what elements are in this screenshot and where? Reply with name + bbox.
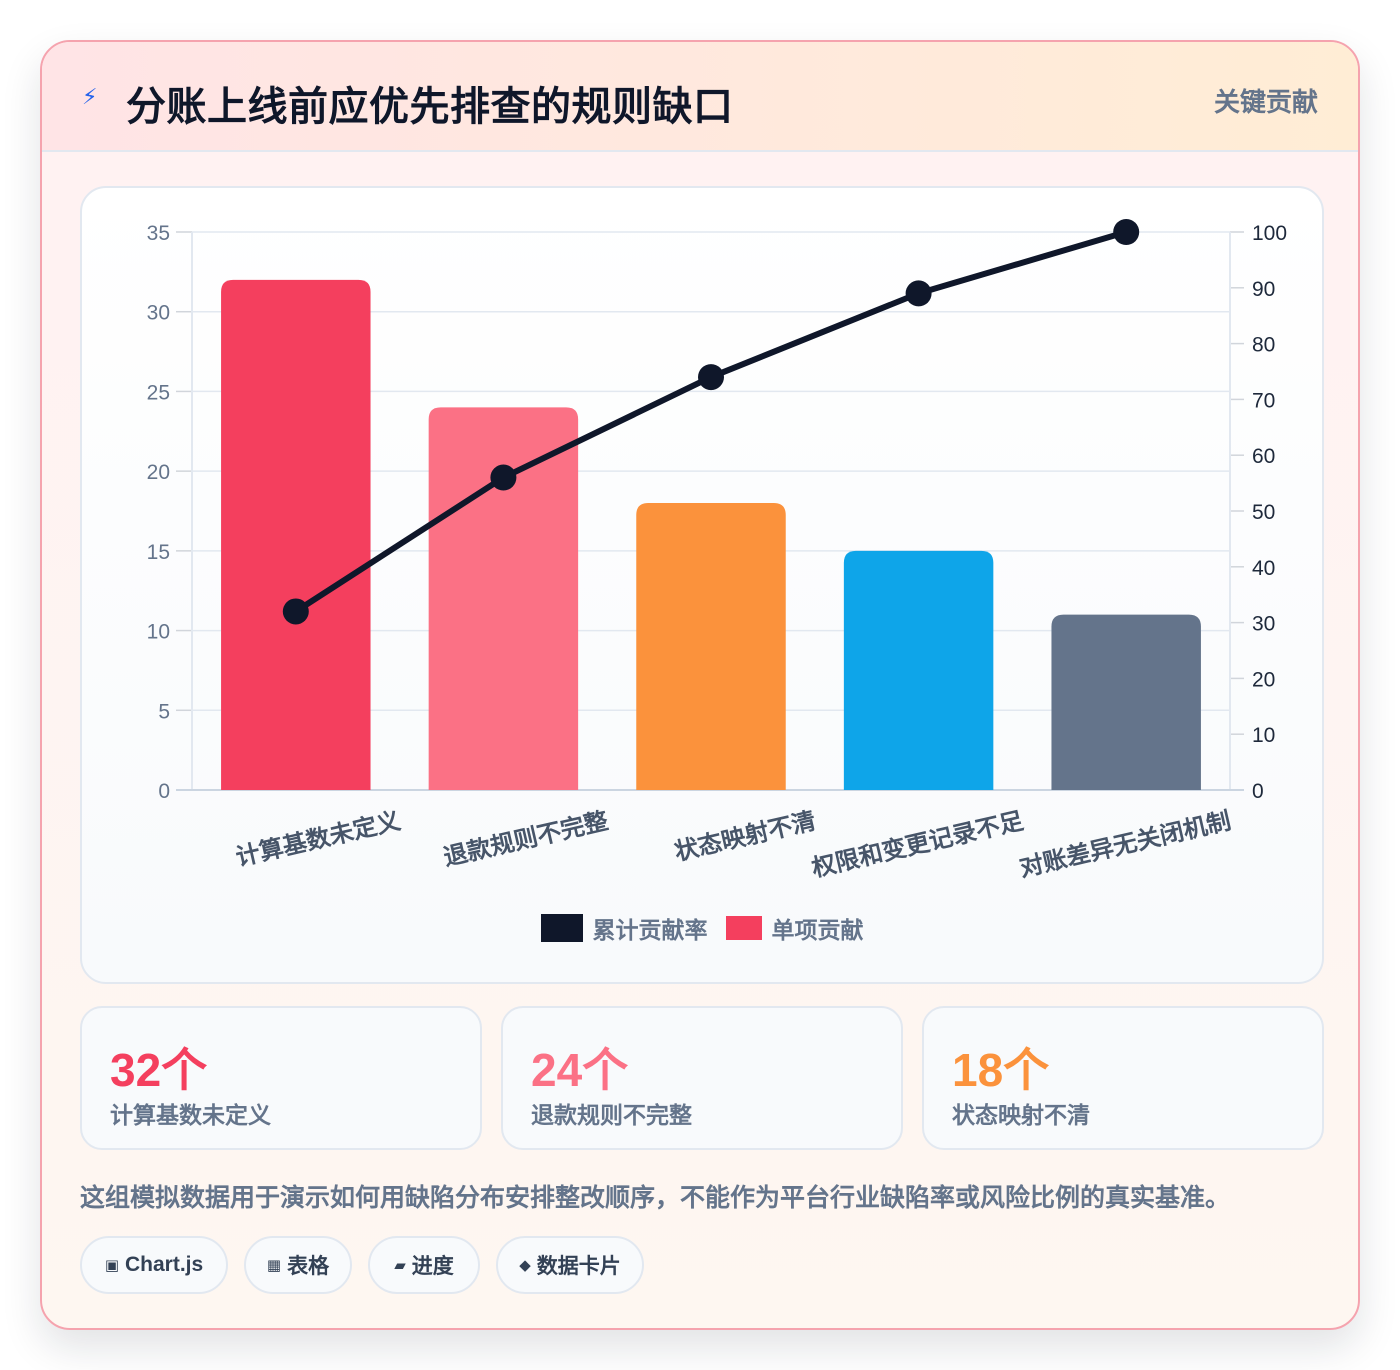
progress-icon: ▰ <box>394 1257 406 1274</box>
left-tick-label: 5 <box>158 700 170 723</box>
lightning-icon: ⚡ <box>82 84 98 109</box>
stat-cards: 32个 计算基数未定义 24个 退款规则不完整 18个 状态映射不清 <box>80 1006 1324 1150</box>
right-tick-label: 80 <box>1252 334 1275 357</box>
legend-item-cumulative[interactable]: 累计贡献率 <box>540 911 708 945</box>
category-label: 对账差异无关闭机制 <box>1017 807 1234 883</box>
tag-table[interactable]: ▦ 表格 <box>244 1236 352 1294</box>
tag-label: 数据卡片 <box>536 1255 621 1278</box>
stat-value: 24个 <box>531 1044 629 1096</box>
line-point <box>1113 219 1140 245</box>
right-tick-label: 90 <box>1252 278 1275 301</box>
category-label: 计算基数未定义 <box>233 807 403 872</box>
left-tick-label: 10 <box>147 621 170 644</box>
tag-data-card[interactable]: ◆ 数据卡片 <box>496 1236 644 1294</box>
line-point <box>282 598 309 625</box>
stat-card: 24个 退款规则不完整 <box>501 1006 903 1150</box>
bar <box>843 550 994 790</box>
page-title: 分账上线前应优先排查的规则缺口 <box>126 85 734 129</box>
tag-chartjs[interactable]: ▣ Chart.js <box>80 1236 228 1294</box>
bar <box>636 503 786 790</box>
left-tick-label: 25 <box>147 381 170 404</box>
bar <box>1051 614 1201 790</box>
legend-label: 单项贡献 <box>771 917 864 943</box>
category-label: 退款规则不完整 <box>441 807 611 872</box>
line-point <box>698 364 724 391</box>
stat-value: 32个 <box>110 1044 208 1096</box>
bar <box>221 279 371 790</box>
legend-swatch-line <box>540 914 583 942</box>
stat-card: 32个 计算基数未定义 <box>80 1006 482 1150</box>
left-tick-label: 30 <box>147 302 170 325</box>
right-tick-label: 0 <box>1252 780 1264 803</box>
stat-label: 计算基数未定义 <box>110 1102 271 1128</box>
chart-legend: 累计贡献率 单项贡献 <box>82 910 1322 946</box>
right-tick-label: 10 <box>1252 724 1275 747</box>
left-tick-label: 15 <box>147 541 170 564</box>
table-icon: ▦ <box>266 1257 282 1274</box>
legend-item-single[interactable]: 单项贡献 <box>725 911 864 945</box>
line-point <box>490 464 517 491</box>
chart-panel: 0 5 10 15 20 25 30 35 0 10 20 30 40 50 60 70 80 90 100 计算基数… <box>80 186 1324 984</box>
header-badge: 关键贡献 <box>1213 87 1318 117</box>
legend-label: 累计贡献率 <box>592 917 708 943</box>
category-label: 状态映射不清 <box>672 807 819 867</box>
left-tick-label: 20 <box>147 461 170 484</box>
right-tick-label: 100 <box>1252 222 1287 245</box>
right-tick-label: 70 <box>1252 389 1275 412</box>
tag-label: 表格 <box>287 1255 330 1278</box>
right-tick-label: 50 <box>1252 501 1275 524</box>
right-tick-label: 60 <box>1252 445 1275 468</box>
line-point <box>905 280 932 307</box>
diamond-icon: ◆ <box>519 1257 531 1274</box>
stat-label: 状态映射不清 <box>952 1102 1090 1128</box>
category-label: 权限和变更记录不足 <box>808 807 1026 883</box>
stat-value: 18个 <box>952 1044 1050 1096</box>
right-tick-label: 40 <box>1252 557 1275 580</box>
left-tick-label: 0 <box>158 780 170 803</box>
card-header: ⚡ 分账上线前应优先排查的规则缺口 关键贡献 <box>42 42 1358 152</box>
right-tick-label: 30 <box>1252 613 1275 636</box>
left-tick-label: 35 <box>147 222 170 245</box>
disclaimer-note: 这组模拟数据用于演示如何用缺陷分布安排整改顺序，不能作为平台行业缺陷率或风险比例… <box>80 1184 1231 1212</box>
tag-progress[interactable]: ▰ 进度 <box>368 1236 480 1294</box>
stat-card: 18个 状态映射不清 <box>922 1006 1324 1150</box>
tag-label: Chart.js <box>125 1253 204 1276</box>
chart-card: ⚡ 分账上线前应优先排查的规则缺口 关键贡献 0 5 10 15 20 25 30 35 0 10… <box>40 40 1360 1330</box>
legend-swatch-bar <box>725 916 762 940</box>
stat-label: 退款规则不完整 <box>531 1102 692 1128</box>
right-tick-label: 20 <box>1252 668 1275 691</box>
tag-label: 进度 <box>411 1255 454 1278</box>
chart-icon: ▣ <box>104 1257 119 1274</box>
pareto-chart: 0 5 10 15 20 25 30 35 0 10 20 30 40 50 60 70 80 90 100 计算基数… <box>147 219 1287 883</box>
